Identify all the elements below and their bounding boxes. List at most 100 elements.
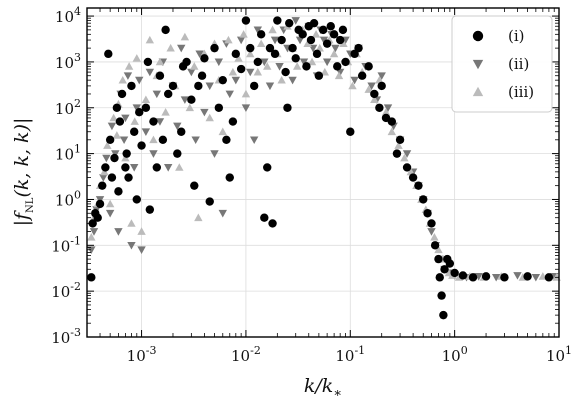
data-point xyxy=(256,30,266,39)
data-point xyxy=(387,117,397,126)
data-point xyxy=(285,18,294,28)
data-point xyxy=(228,67,238,76)
data-point xyxy=(127,241,136,250)
data-point xyxy=(395,135,405,145)
data-point xyxy=(394,141,403,149)
data-point xyxy=(107,122,117,131)
data-point xyxy=(132,104,141,112)
data-point xyxy=(338,25,348,35)
data-point xyxy=(400,153,409,162)
x-axis-label: k/k∗ xyxy=(304,375,342,401)
data-point xyxy=(155,118,165,126)
data-point xyxy=(414,181,423,190)
data-point xyxy=(180,96,190,104)
data-point xyxy=(236,64,246,74)
data-point xyxy=(303,39,312,48)
data-point xyxy=(427,219,436,228)
data-point xyxy=(185,103,195,112)
data-point xyxy=(375,75,384,84)
data-point xyxy=(253,26,263,35)
y-tick-label: 10-3 xyxy=(51,326,81,347)
data-point xyxy=(253,67,263,76)
data-point xyxy=(158,135,168,145)
data-point xyxy=(195,50,204,59)
y-tick-label: 10-1 xyxy=(51,234,81,255)
data-point xyxy=(481,272,491,281)
data-point xyxy=(329,49,339,58)
data-point xyxy=(205,113,214,122)
data-point xyxy=(149,150,158,158)
data-point xyxy=(177,44,186,53)
data-point xyxy=(339,39,348,48)
data-point xyxy=(402,150,412,158)
data-point xyxy=(137,246,146,254)
legend: (i) (ii) (iii) xyxy=(451,15,553,113)
legend-marker-2 xyxy=(472,59,484,70)
data-point xyxy=(187,68,196,77)
data-point xyxy=(119,136,129,145)
data-point xyxy=(450,268,459,278)
data-point xyxy=(406,167,415,176)
data-point xyxy=(392,149,402,158)
data-point xyxy=(239,30,248,38)
data-point xyxy=(98,181,107,190)
data-point xyxy=(335,68,345,77)
data-point xyxy=(458,271,468,280)
x-tick-label: 10-1 xyxy=(335,344,365,365)
data-point xyxy=(218,209,227,218)
x-tick-label: 10-3 xyxy=(127,344,157,365)
data-point xyxy=(307,57,317,66)
data-point xyxy=(145,205,155,214)
data-point xyxy=(283,103,292,112)
data-point xyxy=(210,150,219,158)
data-point xyxy=(124,173,133,182)
data-point xyxy=(234,54,243,62)
data-point xyxy=(149,117,158,126)
data-point xyxy=(335,35,345,45)
data-point xyxy=(309,18,319,28)
data-point xyxy=(295,36,305,45)
data-point xyxy=(124,62,134,70)
data-point xyxy=(531,273,541,282)
data-point xyxy=(419,195,428,204)
data-point xyxy=(200,54,209,63)
data-point xyxy=(177,127,186,136)
data-point xyxy=(273,16,282,25)
data-point xyxy=(155,71,165,80)
data-point xyxy=(298,30,307,39)
axis-ticks xyxy=(86,8,560,338)
data-point xyxy=(214,103,224,112)
data-point xyxy=(319,36,329,45)
legend-marker-1 xyxy=(472,30,484,42)
x-tick-label: 100 xyxy=(442,344,468,365)
data-point xyxy=(210,43,219,53)
data-point xyxy=(130,164,139,172)
data-point xyxy=(191,136,200,145)
x-tick-label: 101 xyxy=(546,344,572,365)
data-point xyxy=(500,273,509,282)
data-point xyxy=(132,195,141,204)
data-point xyxy=(231,49,241,59)
data-point xyxy=(115,117,125,126)
data-point xyxy=(270,49,280,59)
data-point xyxy=(348,81,357,90)
data-point xyxy=(145,35,155,44)
data-point xyxy=(367,82,376,91)
data-point xyxy=(122,149,131,158)
y-tick-label: 100 xyxy=(55,188,81,209)
data-point xyxy=(137,227,146,235)
data-point xyxy=(260,58,269,67)
data-point xyxy=(430,233,439,241)
data-point xyxy=(299,58,309,67)
data-point xyxy=(253,57,263,67)
data-point xyxy=(103,141,112,149)
data-point xyxy=(205,82,214,91)
data-point xyxy=(241,89,251,98)
legend-marker-3 xyxy=(472,86,484,97)
data-point xyxy=(173,149,182,158)
data-point xyxy=(350,76,359,85)
data-point xyxy=(281,67,290,77)
y-tick-label: 104 xyxy=(55,5,81,26)
data-point xyxy=(132,54,141,62)
data-point xyxy=(246,49,255,58)
